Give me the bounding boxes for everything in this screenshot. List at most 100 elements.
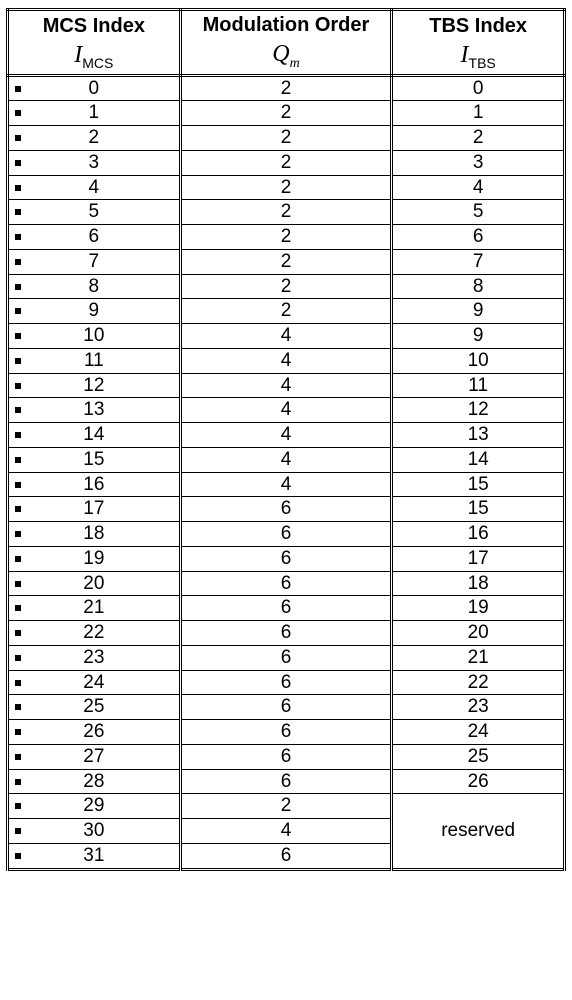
cell-tbs-index: 15 bbox=[392, 497, 565, 522]
mcs-table: MCS Index IMCS Modulation Order Qm TBS I… bbox=[6, 8, 566, 871]
bullet-icon bbox=[15, 432, 21, 438]
col-symbol: Qm bbox=[182, 38, 391, 74]
cell-modulation-order: 2 bbox=[180, 274, 392, 299]
cell-value: 24 bbox=[83, 671, 104, 695]
cell-tbs-index: 3 bbox=[392, 150, 565, 175]
cell-value: 23 bbox=[83, 646, 104, 670]
col-header-mcs-index: MCS Index IMCS bbox=[8, 10, 181, 76]
cell-value: 3 bbox=[89, 151, 100, 175]
cell-value: 9 bbox=[89, 299, 100, 323]
bullet-icon bbox=[15, 630, 21, 636]
cell-modulation-order: 2 bbox=[180, 200, 392, 225]
cell-mcs-index: 14 bbox=[8, 423, 181, 448]
cell-value: 1 bbox=[89, 101, 100, 125]
table-row: 14413 bbox=[8, 423, 565, 448]
bullet-icon bbox=[15, 259, 21, 265]
bullet-icon bbox=[15, 358, 21, 364]
symbol-sub: MCS bbox=[82, 55, 113, 71]
cell-mcs-index: 27 bbox=[8, 744, 181, 769]
cell-modulation-order: 4 bbox=[180, 348, 392, 373]
cell-tbs-index: 26 bbox=[392, 769, 565, 794]
symbol-sub: TBS bbox=[469, 55, 496, 71]
bullet-icon bbox=[15, 506, 21, 512]
bullet-icon bbox=[15, 457, 21, 463]
bullet-icon bbox=[15, 308, 21, 314]
bullet-icon bbox=[15, 605, 21, 611]
cell-modulation-order: 4 bbox=[180, 373, 392, 398]
table-row: 828 bbox=[8, 274, 565, 299]
cell-mcs-index: 30 bbox=[8, 819, 181, 844]
bullet-icon bbox=[15, 160, 21, 166]
bullet-icon bbox=[15, 828, 21, 834]
table-row: 1049 bbox=[8, 324, 565, 349]
table-row: 22620 bbox=[8, 621, 565, 646]
cell-value: 2 bbox=[89, 126, 100, 150]
cell-tbs-index: 23 bbox=[392, 695, 565, 720]
cell-value: 10 bbox=[83, 324, 104, 348]
cell-tbs-index: 15 bbox=[392, 472, 565, 497]
cell-modulation-order: 2 bbox=[180, 249, 392, 274]
cell-tbs-index: 2 bbox=[392, 126, 565, 151]
table-row: 11410 bbox=[8, 348, 565, 373]
cell-modulation-order: 2 bbox=[180, 101, 392, 126]
cell-modulation-order: 4 bbox=[180, 447, 392, 472]
cell-value: 4 bbox=[89, 176, 100, 200]
cell-mcs-index: 6 bbox=[8, 225, 181, 250]
cell-value: 14 bbox=[83, 423, 104, 447]
col-title: MCS Index bbox=[9, 14, 179, 39]
cell-mcs-index: 25 bbox=[8, 695, 181, 720]
table-row: 16415 bbox=[8, 472, 565, 497]
cell-value: 0 bbox=[89, 77, 100, 101]
cell-tbs-index: 8 bbox=[392, 274, 565, 299]
cell-modulation-order: 6 bbox=[180, 497, 392, 522]
cell-tbs-index: 19 bbox=[392, 596, 565, 621]
cell-mcs-index: 2 bbox=[8, 126, 181, 151]
cell-modulation-order: 6 bbox=[180, 645, 392, 670]
cell-value: 27 bbox=[83, 745, 104, 769]
bullet-icon bbox=[15, 680, 21, 686]
cell-tbs-index: 10 bbox=[392, 348, 565, 373]
cell-modulation-order: 6 bbox=[180, 720, 392, 745]
cell-value: 31 bbox=[83, 844, 104, 868]
cell-tbs-index: 24 bbox=[392, 720, 565, 745]
cell-tbs-index: 12 bbox=[392, 398, 565, 423]
table-row: 929 bbox=[8, 299, 565, 324]
cell-modulation-order: 2 bbox=[180, 225, 392, 250]
cell-mcs-index: 28 bbox=[8, 769, 181, 794]
cell-tbs-index: 6 bbox=[392, 225, 565, 250]
cell-mcs-index: 0 bbox=[8, 75, 181, 101]
cell-mcs-index: 19 bbox=[8, 546, 181, 571]
cell-value: 12 bbox=[83, 374, 104, 398]
cell-value: 8 bbox=[89, 275, 100, 299]
bullet-icon bbox=[15, 234, 21, 240]
bullet-icon bbox=[15, 383, 21, 389]
cell-value: 18 bbox=[83, 522, 104, 546]
cell-modulation-order: 6 bbox=[180, 769, 392, 794]
cell-modulation-order: 6 bbox=[180, 596, 392, 621]
cell-mcs-index: 18 bbox=[8, 522, 181, 547]
cell-tbs-index: 16 bbox=[392, 522, 565, 547]
table-row: 20618 bbox=[8, 571, 565, 596]
table-row: 19617 bbox=[8, 546, 565, 571]
cell-tbs-index: 5 bbox=[392, 200, 565, 225]
cell-value: 15 bbox=[83, 448, 104, 472]
table-row: 020 bbox=[8, 75, 565, 101]
bullet-icon bbox=[15, 531, 21, 537]
cell-modulation-order: 2 bbox=[180, 75, 392, 101]
cell-modulation-order: 6 bbox=[180, 843, 392, 869]
col-title: TBS Index bbox=[393, 14, 563, 39]
cell-mcs-index: 12 bbox=[8, 373, 181, 398]
cell-value: 28 bbox=[83, 770, 104, 794]
col-header-modulation-order: Modulation Order Qm bbox=[180, 10, 392, 76]
cell-value: 5 bbox=[89, 200, 100, 224]
cell-modulation-order: 4 bbox=[180, 423, 392, 448]
cell-value: 17 bbox=[83, 497, 104, 521]
table-row: 626 bbox=[8, 225, 565, 250]
bullet-icon bbox=[15, 779, 21, 785]
cell-tbs-index: 25 bbox=[392, 744, 565, 769]
cell-mcs-index: 21 bbox=[8, 596, 181, 621]
cell-value: 19 bbox=[83, 547, 104, 571]
col-header-tbs-index: TBS Index ITBS bbox=[392, 10, 565, 76]
cell-value: 20 bbox=[83, 572, 104, 596]
cell-value: 7 bbox=[89, 250, 100, 274]
